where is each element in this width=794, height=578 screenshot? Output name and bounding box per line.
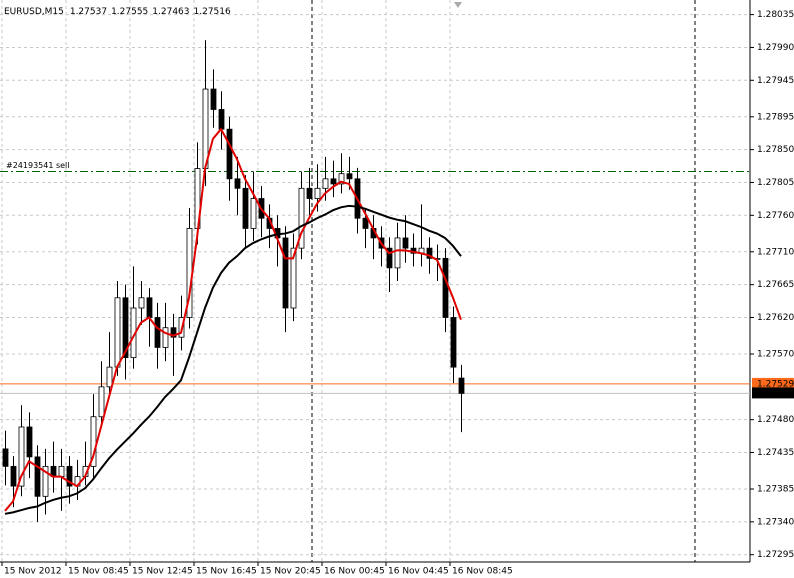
candle-body <box>290 247 297 309</box>
chart-title: EURUSD,M15 1.27537 1.27555 1.27463 1.27516 <box>4 7 231 17</box>
y-tick-label: 1.27480 <box>757 415 794 425</box>
candle-body <box>346 173 353 180</box>
candle-body <box>10 465 17 487</box>
candle-body <box>218 109 225 130</box>
x-tick-label: 16 Nov 08:45 <box>452 567 513 577</box>
candle-body <box>98 386 105 418</box>
candle-body <box>154 317 161 348</box>
candle-body <box>106 366 113 388</box>
candle-body <box>66 465 73 487</box>
moving-average <box>4 204 462 515</box>
candle-body <box>138 297 145 309</box>
x-tick-label: 16 Nov 00:45 <box>324 567 385 577</box>
candle-body <box>114 297 121 368</box>
candle-body <box>242 187 249 229</box>
y-tick-label: 1.27895 <box>757 112 794 122</box>
x-tick-label: 16 Nov 04:45 <box>388 567 449 577</box>
y-tick-label: 1.27340 <box>757 517 794 527</box>
candle-body <box>226 128 233 180</box>
candle-body <box>322 178 329 189</box>
y-tick-label: 1.27385 <box>757 485 794 495</box>
moving-average <box>4 127 462 512</box>
candle-body <box>234 178 241 189</box>
price-box <box>752 377 794 389</box>
candle-body <box>426 247 433 259</box>
y-tick-label: 1.27760 <box>757 211 794 221</box>
y-tick-label: 1.27990 <box>757 43 794 53</box>
price-label: 1.27529 <box>757 379 794 389</box>
x-tick-label: 15 Nov 20:45 <box>260 567 321 577</box>
price-box <box>752 387 794 399</box>
y-tick-label: 1.27295 <box>757 550 794 560</box>
symbol: EURUSD,M15 <box>4 7 64 17</box>
candle-body <box>306 187 313 199</box>
candle-body <box>210 88 217 110</box>
y-tick-label: 1.27620 <box>757 313 794 323</box>
candle-body <box>298 187 305 249</box>
candle-body <box>282 237 289 309</box>
plot <box>0 0 750 562</box>
candle-body <box>458 377 465 394</box>
candle-body <box>394 237 401 269</box>
candle-body <box>58 465 65 478</box>
candle-body <box>34 456 41 497</box>
x-tick-label: 15 Nov 2012 <box>4 567 62 577</box>
y-tick-label: 1.27805 <box>757 178 794 188</box>
header-value: 1.27516 <box>194 7 231 17</box>
y-tick-label: 1.27570 <box>757 349 794 359</box>
candle-body <box>170 327 177 338</box>
x-tick-label: 15 Nov 12:45 <box>132 567 193 577</box>
candle-body <box>90 416 97 467</box>
x-tick-label: 15 Nov 08:45 <box>68 567 129 577</box>
candle-body <box>386 247 393 269</box>
header-value: 1.27463 <box>152 7 189 17</box>
candle-body <box>338 173 345 185</box>
order-label: #24193541 sell <box>6 161 70 170</box>
y-tick-label: 1.28035 <box>757 10 794 20</box>
y-tick-label: 1.27435 <box>757 448 794 458</box>
y-tick-label: 1.27945 <box>757 76 794 86</box>
candle-body <box>42 465 49 497</box>
candle-body <box>402 237 409 249</box>
candle-body <box>18 426 25 487</box>
candle-body <box>314 187 321 199</box>
candle-body <box>362 217 369 229</box>
y-tick-label: 1.27665 <box>757 280 794 290</box>
header-value: 1.27555 <box>111 7 148 17</box>
candle-body <box>330 178 337 185</box>
candle-body <box>450 317 457 368</box>
y-tick-label: 1.27850 <box>757 145 794 155</box>
x-tick-label: 15 Nov 16:45 <box>196 567 257 577</box>
candle-body <box>162 327 169 348</box>
candle-body <box>146 297 153 318</box>
price-label: 1.27516 <box>757 389 794 399</box>
candle-body <box>250 198 257 229</box>
candle-body <box>2 448 9 467</box>
header-value: 1.27537 <box>70 7 107 17</box>
y-tick-label: 1.27710 <box>757 247 794 257</box>
candle-body <box>26 426 33 458</box>
candle-body <box>442 257 449 318</box>
candle-body <box>122 297 129 359</box>
shift-marker <box>454 2 462 8</box>
